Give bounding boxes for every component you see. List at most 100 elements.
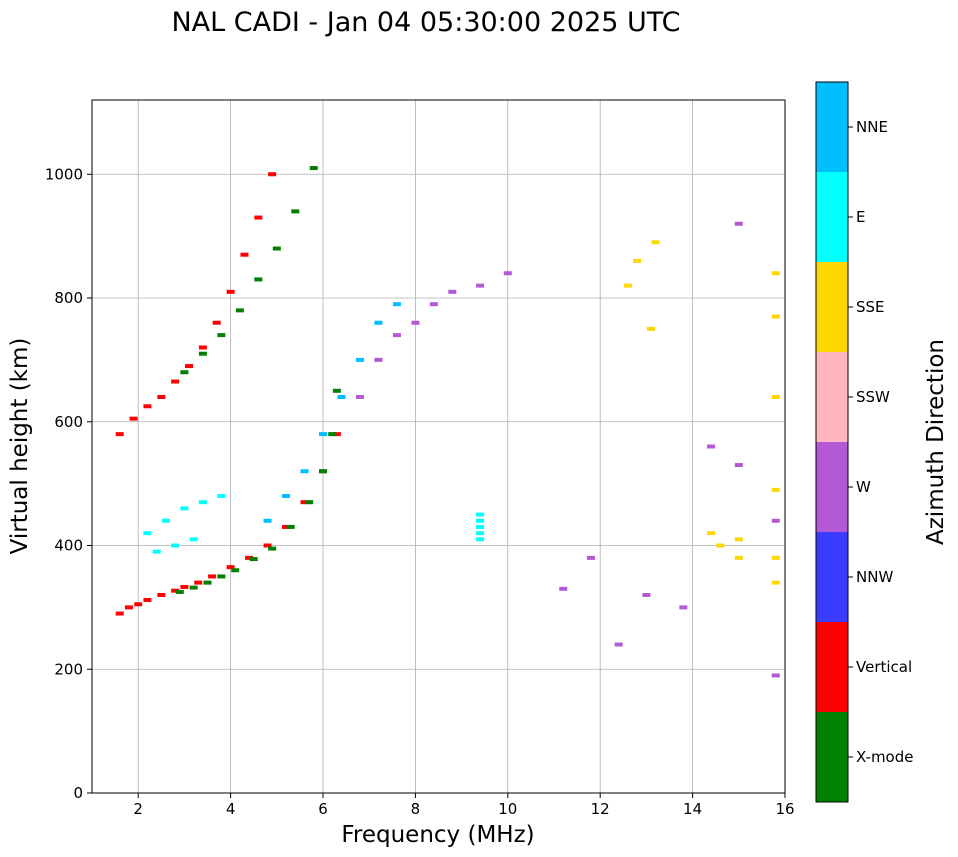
data-point	[194, 580, 203, 585]
data-point	[651, 240, 660, 245]
chart-title: NAL CADI - Jan 04 05:30:00 2025 UTC	[171, 7, 680, 38]
data-point	[771, 395, 780, 399]
y-tick-label: 600	[54, 413, 83, 431]
data-point	[185, 364, 194, 369]
data-point	[647, 326, 656, 331]
data-point	[124, 605, 133, 610]
plot-background	[92, 100, 785, 793]
y-axis-label: Virtual height (km)	[7, 338, 33, 555]
data-point	[355, 395, 364, 399]
y-tick-label: 800	[54, 289, 83, 307]
data-point	[254, 277, 263, 282]
data-point	[305, 500, 314, 505]
data-point	[161, 518, 170, 523]
data-point	[189, 585, 198, 590]
data-point	[771, 580, 780, 585]
data-point	[476, 518, 485, 523]
plot-area	[92, 100, 785, 793]
data-point	[235, 308, 244, 313]
data-point	[180, 584, 189, 589]
x-tick-label: 4	[226, 800, 236, 818]
data-point	[614, 642, 623, 647]
data-point	[263, 518, 272, 523]
data-point	[254, 215, 263, 220]
colorbar-swatch	[816, 532, 848, 622]
data-point	[476, 537, 485, 542]
colorbar-tick-label: X-mode	[856, 748, 913, 766]
colorbar-swatch	[816, 82, 848, 172]
y-tick-label: 1000	[45, 165, 83, 183]
data-point	[171, 588, 180, 593]
data-point	[231, 568, 240, 573]
data-point	[429, 302, 438, 307]
data-point	[152, 549, 161, 554]
colorbar-tick-label: SSW	[856, 388, 890, 406]
colorbar-swatch	[816, 622, 848, 712]
data-point	[374, 357, 383, 362]
data-point	[476, 531, 485, 536]
data-point	[476, 512, 485, 517]
data-point	[240, 252, 249, 257]
data-point	[623, 283, 632, 288]
colorbar: X-mode Vertical NNW W SSW SSE E NNE	[815, 81, 913, 803]
data-point	[734, 555, 743, 560]
data-point	[198, 345, 207, 350]
data-point	[771, 673, 780, 678]
data-point	[115, 432, 124, 437]
data-point	[291, 209, 300, 214]
data-point	[143, 531, 152, 536]
data-point	[300, 500, 309, 505]
data-point	[559, 586, 568, 591]
y-tick-label: 200	[54, 660, 83, 678]
colorbar-swatch	[816, 442, 848, 532]
colorbar-tick-label: NNW	[856, 568, 893, 586]
data-point	[319, 432, 327, 437]
data-point	[771, 487, 780, 492]
axes: 2 4 6 8 10 12 14 16 0 200 400 600 800 1000	[45, 99, 795, 818]
data-point	[226, 565, 235, 570]
plot-frame	[91, 99, 786, 794]
data-point	[282, 494, 291, 498]
colorbar-swatch	[816, 352, 848, 442]
data-point	[679, 605, 688, 610]
y-tick-label: 400	[54, 537, 83, 555]
x-tick-label: 12	[591, 800, 610, 818]
data-point	[332, 432, 341, 437]
colorbar-swatch	[816, 712, 848, 802]
data-point	[707, 531, 716, 536]
colorbar-label: Azimuth Direction	[923, 339, 949, 545]
colorbar-tick-label: SSE	[856, 298, 885, 316]
data-point	[272, 246, 281, 251]
data-point	[217, 494, 226, 498]
colorbar-swatch	[816, 172, 848, 262]
data-point	[189, 537, 198, 542]
data-point	[171, 379, 180, 384]
colorbar-tick-label: E	[856, 208, 865, 226]
data-point	[300, 469, 309, 474]
data-point	[263, 543, 272, 548]
data-point	[392, 333, 401, 338]
x-tick-label: 8	[411, 800, 421, 818]
data-point	[319, 469, 327, 474]
data-point	[226, 289, 235, 294]
colorbar-tick-label: NNE	[856, 118, 888, 136]
data-point	[374, 320, 383, 325]
x-tick-label: 6	[318, 800, 328, 818]
data-point	[198, 500, 207, 505]
data-point	[707, 444, 716, 449]
data-point	[734, 221, 743, 226]
data-point	[245, 555, 254, 560]
data-point	[328, 432, 337, 437]
data-point	[203, 580, 212, 585]
data-point	[286, 524, 295, 529]
data-point	[771, 271, 780, 276]
grid-lines	[92, 100, 786, 794]
data-point	[180, 370, 189, 375]
colorbar-tick-label: Vertical	[856, 658, 912, 676]
data-point	[411, 320, 420, 325]
colorbar-frame	[815, 81, 849, 803]
data-point	[337, 395, 346, 399]
data-point	[268, 546, 277, 551]
data-point	[633, 258, 642, 263]
